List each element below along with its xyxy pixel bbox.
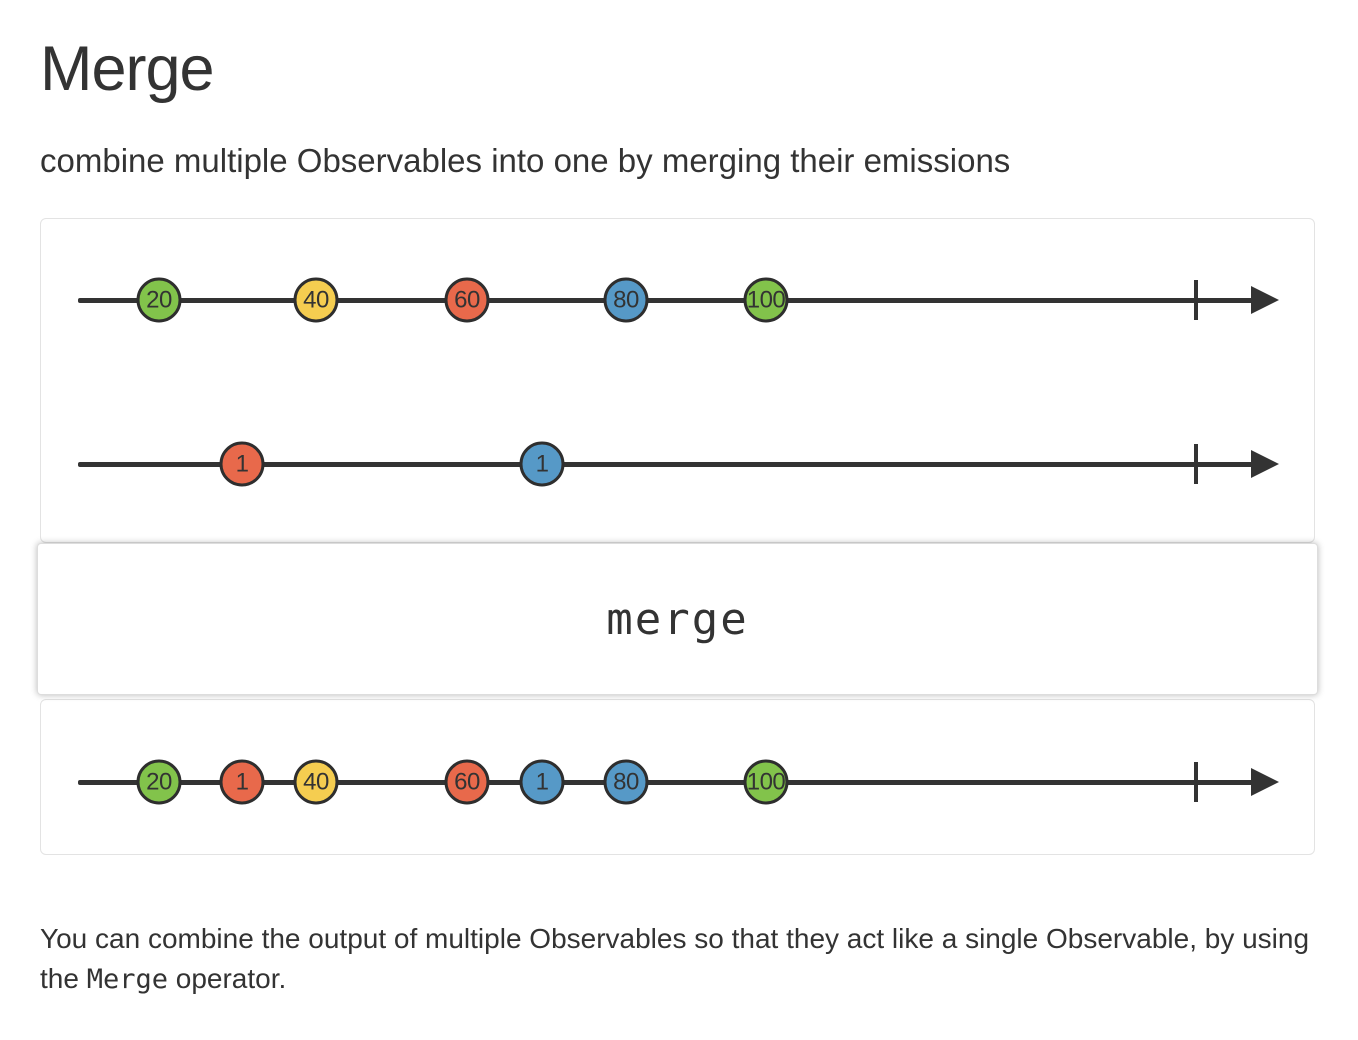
completion-tick: [1194, 762, 1198, 803]
page-subtitle: combine multiple Observables into one by…: [40, 142, 1011, 180]
timeline-arrow-icon: [1251, 768, 1279, 797]
page-title: Merge: [40, 34, 215, 104]
marble-20[interactable]: 20: [136, 277, 182, 323]
timeline-arrow-icon: [1251, 450, 1279, 479]
marble-1: 1: [519, 759, 565, 805]
timeline-line: [78, 779, 1253, 785]
marble-80: 80: [603, 759, 649, 805]
operator-box: merge: [37, 543, 1318, 696]
timeline-line: [78, 461, 1253, 467]
result-observable-box: 20 1 40 60 1 80 100: [40, 699, 1315, 856]
marble-1[interactable]: 1: [519, 441, 565, 487]
marble-40[interactable]: 40: [293, 277, 339, 323]
completion-tick: [1194, 444, 1198, 485]
marble-20: 20: [136, 759, 182, 805]
description-text-after: operator.: [167, 963, 287, 995]
operator-description: You can combine the output of multiple O…: [40, 919, 1320, 1000]
marble-1: 1: [219, 759, 265, 805]
operator-label: merge: [606, 593, 749, 645]
marble-1[interactable]: 1: [219, 441, 265, 487]
marble-diagram: 20 40 60 80 100 1 1 merge 20 1 40 60 1 80 100: [37, 218, 1318, 856]
marble-100[interactable]: 100: [743, 277, 789, 323]
description-text-before: You can combine the output of multiple O…: [40, 923, 1310, 995]
description-code: Merge: [86, 964, 168, 996]
marble-80[interactable]: 80: [603, 277, 649, 323]
timeline-arrow-icon: [1251, 286, 1279, 315]
marble-100: 100: [743, 759, 789, 805]
timeline-line: [78, 297, 1253, 303]
completion-tick: [1194, 280, 1198, 321]
source-observables-box: 20 40 60 80 100 1 1: [40, 218, 1315, 544]
marble-40: 40: [293, 759, 339, 805]
marble-60: 60: [444, 759, 490, 805]
marble-60[interactable]: 60: [444, 277, 490, 323]
